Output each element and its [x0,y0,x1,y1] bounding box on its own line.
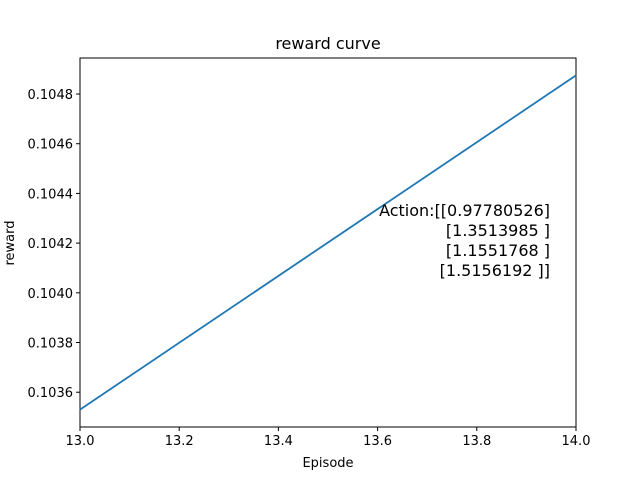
y-tick-label: 0.1048 [28,88,74,103]
y-tick-label: 0.1036 [28,386,74,401]
y-tick-label: 0.1038 [28,337,74,352]
x-axis-ticks: 13.0 13.2 13.4 13.6 13.8 14.0 [66,427,591,449]
annotation-line-1: Action:[[0.97780526] [379,201,550,220]
y-tick-label: 0.1042 [28,237,74,252]
chart-title: reward curve [275,34,380,53]
annotation-line-4: [1.5156192 ]] [440,261,550,280]
action-annotation: Action:[[0.97780526] [1.3513985 ] [1.155… [379,201,550,280]
y-tick-label: 0.1044 [28,187,74,202]
annotation-line-3: [1.1551768 ] [446,241,550,260]
annotation-line-2: [1.3513985 ] [446,221,550,240]
series-layer [79,74,577,411]
series-line [79,74,577,411]
y-tick-label: 0.1040 [28,287,74,302]
y-axis-ticks: 0.1036 0.1038 0.1040 0.1042 0.1044 0.1046 0.10… [28,88,80,401]
plot-frame [79,57,577,428]
x-tick-label: 13.0 [66,434,95,449]
y-tick-label: 0.1046 [28,138,74,153]
x-tick-label: 13.6 [363,434,392,449]
y-axis-label: reward [3,220,18,265]
x-tick-label: 14.0 [562,434,591,449]
x-tick-label: 13.2 [165,434,194,449]
plot-area: 13.0 13.2 13.4 13.6 13.8 14.0 0.10360.10380.1… [28,57,591,449]
x-axis-label: Episode [302,456,353,471]
x-tick-label: 13.4 [264,434,293,449]
x-tick-label: 13.8 [462,434,491,449]
